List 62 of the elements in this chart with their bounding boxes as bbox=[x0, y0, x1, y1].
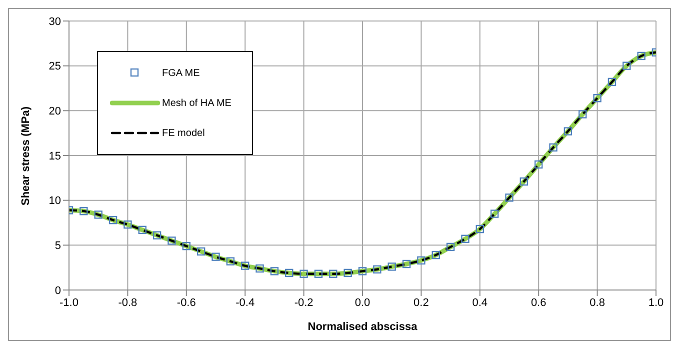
legend-label: Mesh of HA ME bbox=[162, 98, 232, 108]
point bbox=[226, 257, 235, 266]
point bbox=[549, 143, 558, 152]
x-tick-label: -0.4 bbox=[236, 296, 255, 309]
point bbox=[461, 234, 470, 243]
point bbox=[373, 265, 382, 274]
point bbox=[285, 268, 294, 278]
y-tick-label: 0 bbox=[54, 284, 61, 297]
y-tick-label: 20 bbox=[48, 106, 61, 118]
point bbox=[212, 252, 220, 261]
point bbox=[124, 220, 132, 229]
point bbox=[168, 236, 176, 245]
point bbox=[256, 264, 264, 273]
point bbox=[417, 256, 426, 265]
point bbox=[388, 262, 396, 271]
point bbox=[637, 52, 646, 60]
legend-label: FGA ME bbox=[162, 68, 200, 78]
point bbox=[329, 270, 338, 278]
point bbox=[446, 242, 455, 252]
point bbox=[520, 177, 528, 186]
y-tick-label: 15 bbox=[48, 150, 61, 162]
y-tick-label: 30 bbox=[48, 16, 61, 28]
x-axis-title: Normalised abscissa bbox=[308, 321, 418, 333]
x-tick-label: 0.0 bbox=[354, 296, 370, 309]
y-tick-label: 5 bbox=[54, 240, 61, 252]
x-tick-label: 0.4 bbox=[472, 296, 488, 309]
point bbox=[196, 247, 206, 256]
point bbox=[108, 216, 118, 224]
point bbox=[564, 127, 572, 136]
point bbox=[402, 260, 411, 268]
x-tick-label: -0.8 bbox=[118, 296, 138, 309]
point bbox=[80, 206, 88, 216]
point bbox=[534, 160, 543, 169]
point bbox=[578, 110, 587, 118]
x-tick-label: 0.8 bbox=[590, 296, 605, 309]
x-tick-label: 0.2 bbox=[414, 296, 429, 309]
point bbox=[314, 270, 323, 278]
point bbox=[505, 194, 514, 202]
point bbox=[241, 262, 250, 270]
x-tick-label: 1.0 bbox=[648, 296, 664, 309]
x-tick-label: 0.6 bbox=[530, 296, 546, 309]
point bbox=[476, 224, 484, 234]
point bbox=[94, 210, 102, 219]
legend-label: FE model bbox=[162, 128, 205, 138]
point bbox=[490, 210, 499, 218]
x-tick-label: -1.0 bbox=[60, 296, 78, 309]
point bbox=[152, 231, 162, 240]
x-tick-label: -0.2 bbox=[294, 296, 314, 309]
y-axis-title: Shear stress (MPa) bbox=[20, 106, 32, 206]
y-tick-label: 10 bbox=[48, 195, 61, 208]
y-tick-label: 25 bbox=[48, 60, 61, 73]
point bbox=[593, 94, 602, 102]
point bbox=[622, 62, 631, 70]
point bbox=[270, 267, 279, 276]
point bbox=[300, 270, 308, 278]
x-tick-label: -0.6 bbox=[176, 296, 196, 309]
point bbox=[182, 242, 190, 250]
point bbox=[608, 78, 616, 86]
point bbox=[432, 250, 440, 260]
point bbox=[358, 267, 367, 276]
point bbox=[344, 268, 352, 278]
point bbox=[138, 226, 146, 234]
